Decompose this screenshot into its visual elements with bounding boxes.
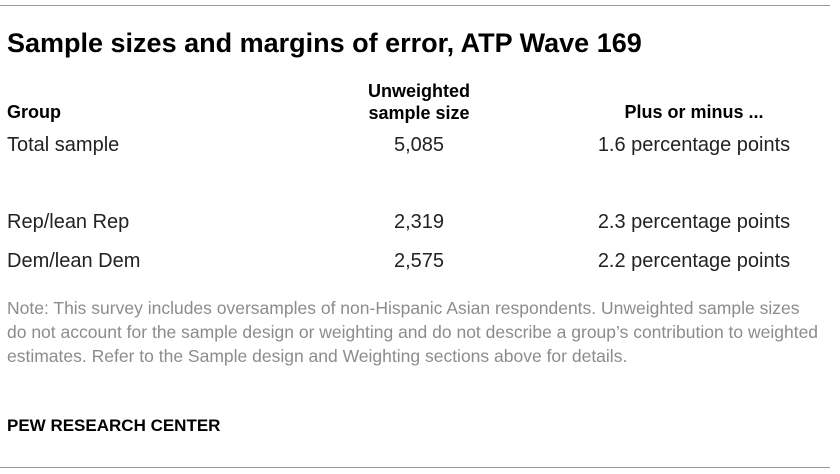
source-credit: PEW RESEARCH CENTER [7, 416, 221, 435]
table-title: Sample sizes and margins of error, ATP W… [7, 28, 642, 58]
table-note: Note: This survey includes oversamples o… [7, 298, 819, 366]
header-group: Group [7, 102, 61, 122]
row-size-cell: 2,575 [393, 250, 445, 272]
row-group-cell: Rep/lean Rep [7, 211, 130, 233]
row-moe-cell: 1.6 percentage points [597, 134, 791, 156]
row-moe-cell: 2.2 percentage points [597, 250, 791, 272]
row-size-cell: 5,085 [393, 134, 445, 156]
header-sample-size-line2: sample size [368, 103, 470, 123]
row-group-cell: Dem/lean Dem [7, 250, 141, 272]
header-sample-size: Unweighted sample size [330, 80, 508, 124]
header-sample-size-line1: Unweighted [368, 81, 470, 101]
top-rule [0, 5, 830, 6]
bottom-rule [0, 467, 830, 468]
header-margin-of-error: Plus or minus ... [624, 102, 764, 122]
row-moe-cell: 2.3 percentage points [597, 211, 791, 233]
row-group-cell: Total sample [7, 134, 120, 156]
row-size-cell: 2,319 [393, 211, 445, 233]
